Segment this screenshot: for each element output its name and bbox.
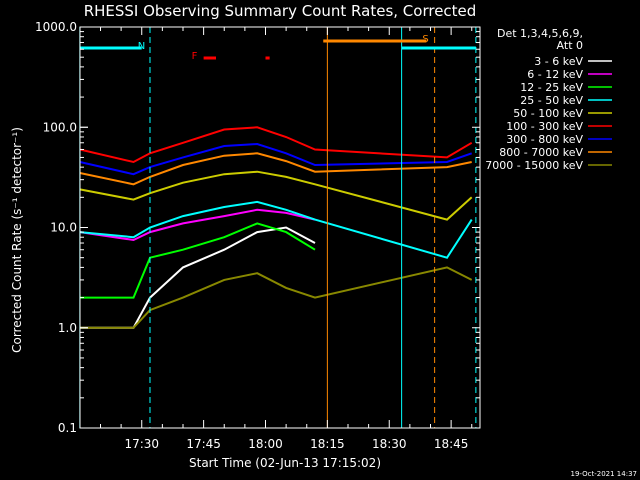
flags-group: N F S <box>79 27 477 428</box>
chart-title: RHESSI Observing Summary Count Rates, Co… <box>84 2 477 20</box>
series-line <box>79 142 473 176</box>
y-tick-label: 100.0 <box>43 120 77 134</box>
x-axis: 17:30 17:45 18:00 18:15 18:30 18:45 <box>99 27 473 451</box>
series-group <box>79 126 473 329</box>
series-line <box>79 226 316 329</box>
legend-entry-label: 3 - 6 keV <box>534 55 583 68</box>
legend-header: Att 0 <box>557 39 583 52</box>
y-tick-label: 1000.0 <box>35 20 77 34</box>
legend-entry-label: 7000 - 15000 keV <box>485 159 583 172</box>
x-tick-label: 18:30 <box>372 437 407 451</box>
x-tick-label: 18:00 <box>248 437 283 451</box>
flag-label: S <box>422 34 428 45</box>
y-axis: 0.1 1.0 10.0 100.0 1000.0 <box>35 20 480 435</box>
x-tick-label: 18:15 <box>310 437 345 451</box>
series-line <box>79 266 473 329</box>
timestamp: 19-Oct-2021 14:37 <box>571 470 637 478</box>
y-axis-label: Corrected Count Rate (s⁻¹ detector⁻¹) <box>10 127 24 353</box>
y-tick-label: 10.0 <box>50 221 77 235</box>
legend-entry-label: 800 - 7000 keV <box>499 146 583 159</box>
y-tick-label: 0.1 <box>58 421 77 435</box>
legend-entry-label: 300 - 800 keV <box>506 133 583 146</box>
legend-header: Det 1,3,4,5,6,9, <box>497 27 583 40</box>
series-line <box>79 170 473 221</box>
legend-entry-label: 6 - 12 keV <box>527 68 583 81</box>
y-tick-label: 1.0 <box>58 321 77 335</box>
x-tick-label: 18:45 <box>434 437 469 451</box>
legend-entry-label: 25 - 50 keV <box>520 94 583 107</box>
legend-entry-label: 50 - 100 keV <box>513 107 583 120</box>
x-tick-label: 17:30 <box>124 437 159 451</box>
x-tick-label: 17:45 <box>186 437 221 451</box>
series-line <box>79 222 316 299</box>
series-line <box>79 126 473 164</box>
flag-label: F <box>192 51 198 62</box>
series-line <box>79 208 316 242</box>
legend-entry-label: 100 - 300 keV <box>506 120 583 133</box>
legend-entry-label: 12 - 25 keV <box>520 81 583 94</box>
series-line <box>79 152 472 186</box>
series-line <box>79 200 473 259</box>
x-axis-label: Start Time (02-Jun-13 17:15:02) <box>189 456 381 470</box>
flag-label: N <box>138 41 145 52</box>
